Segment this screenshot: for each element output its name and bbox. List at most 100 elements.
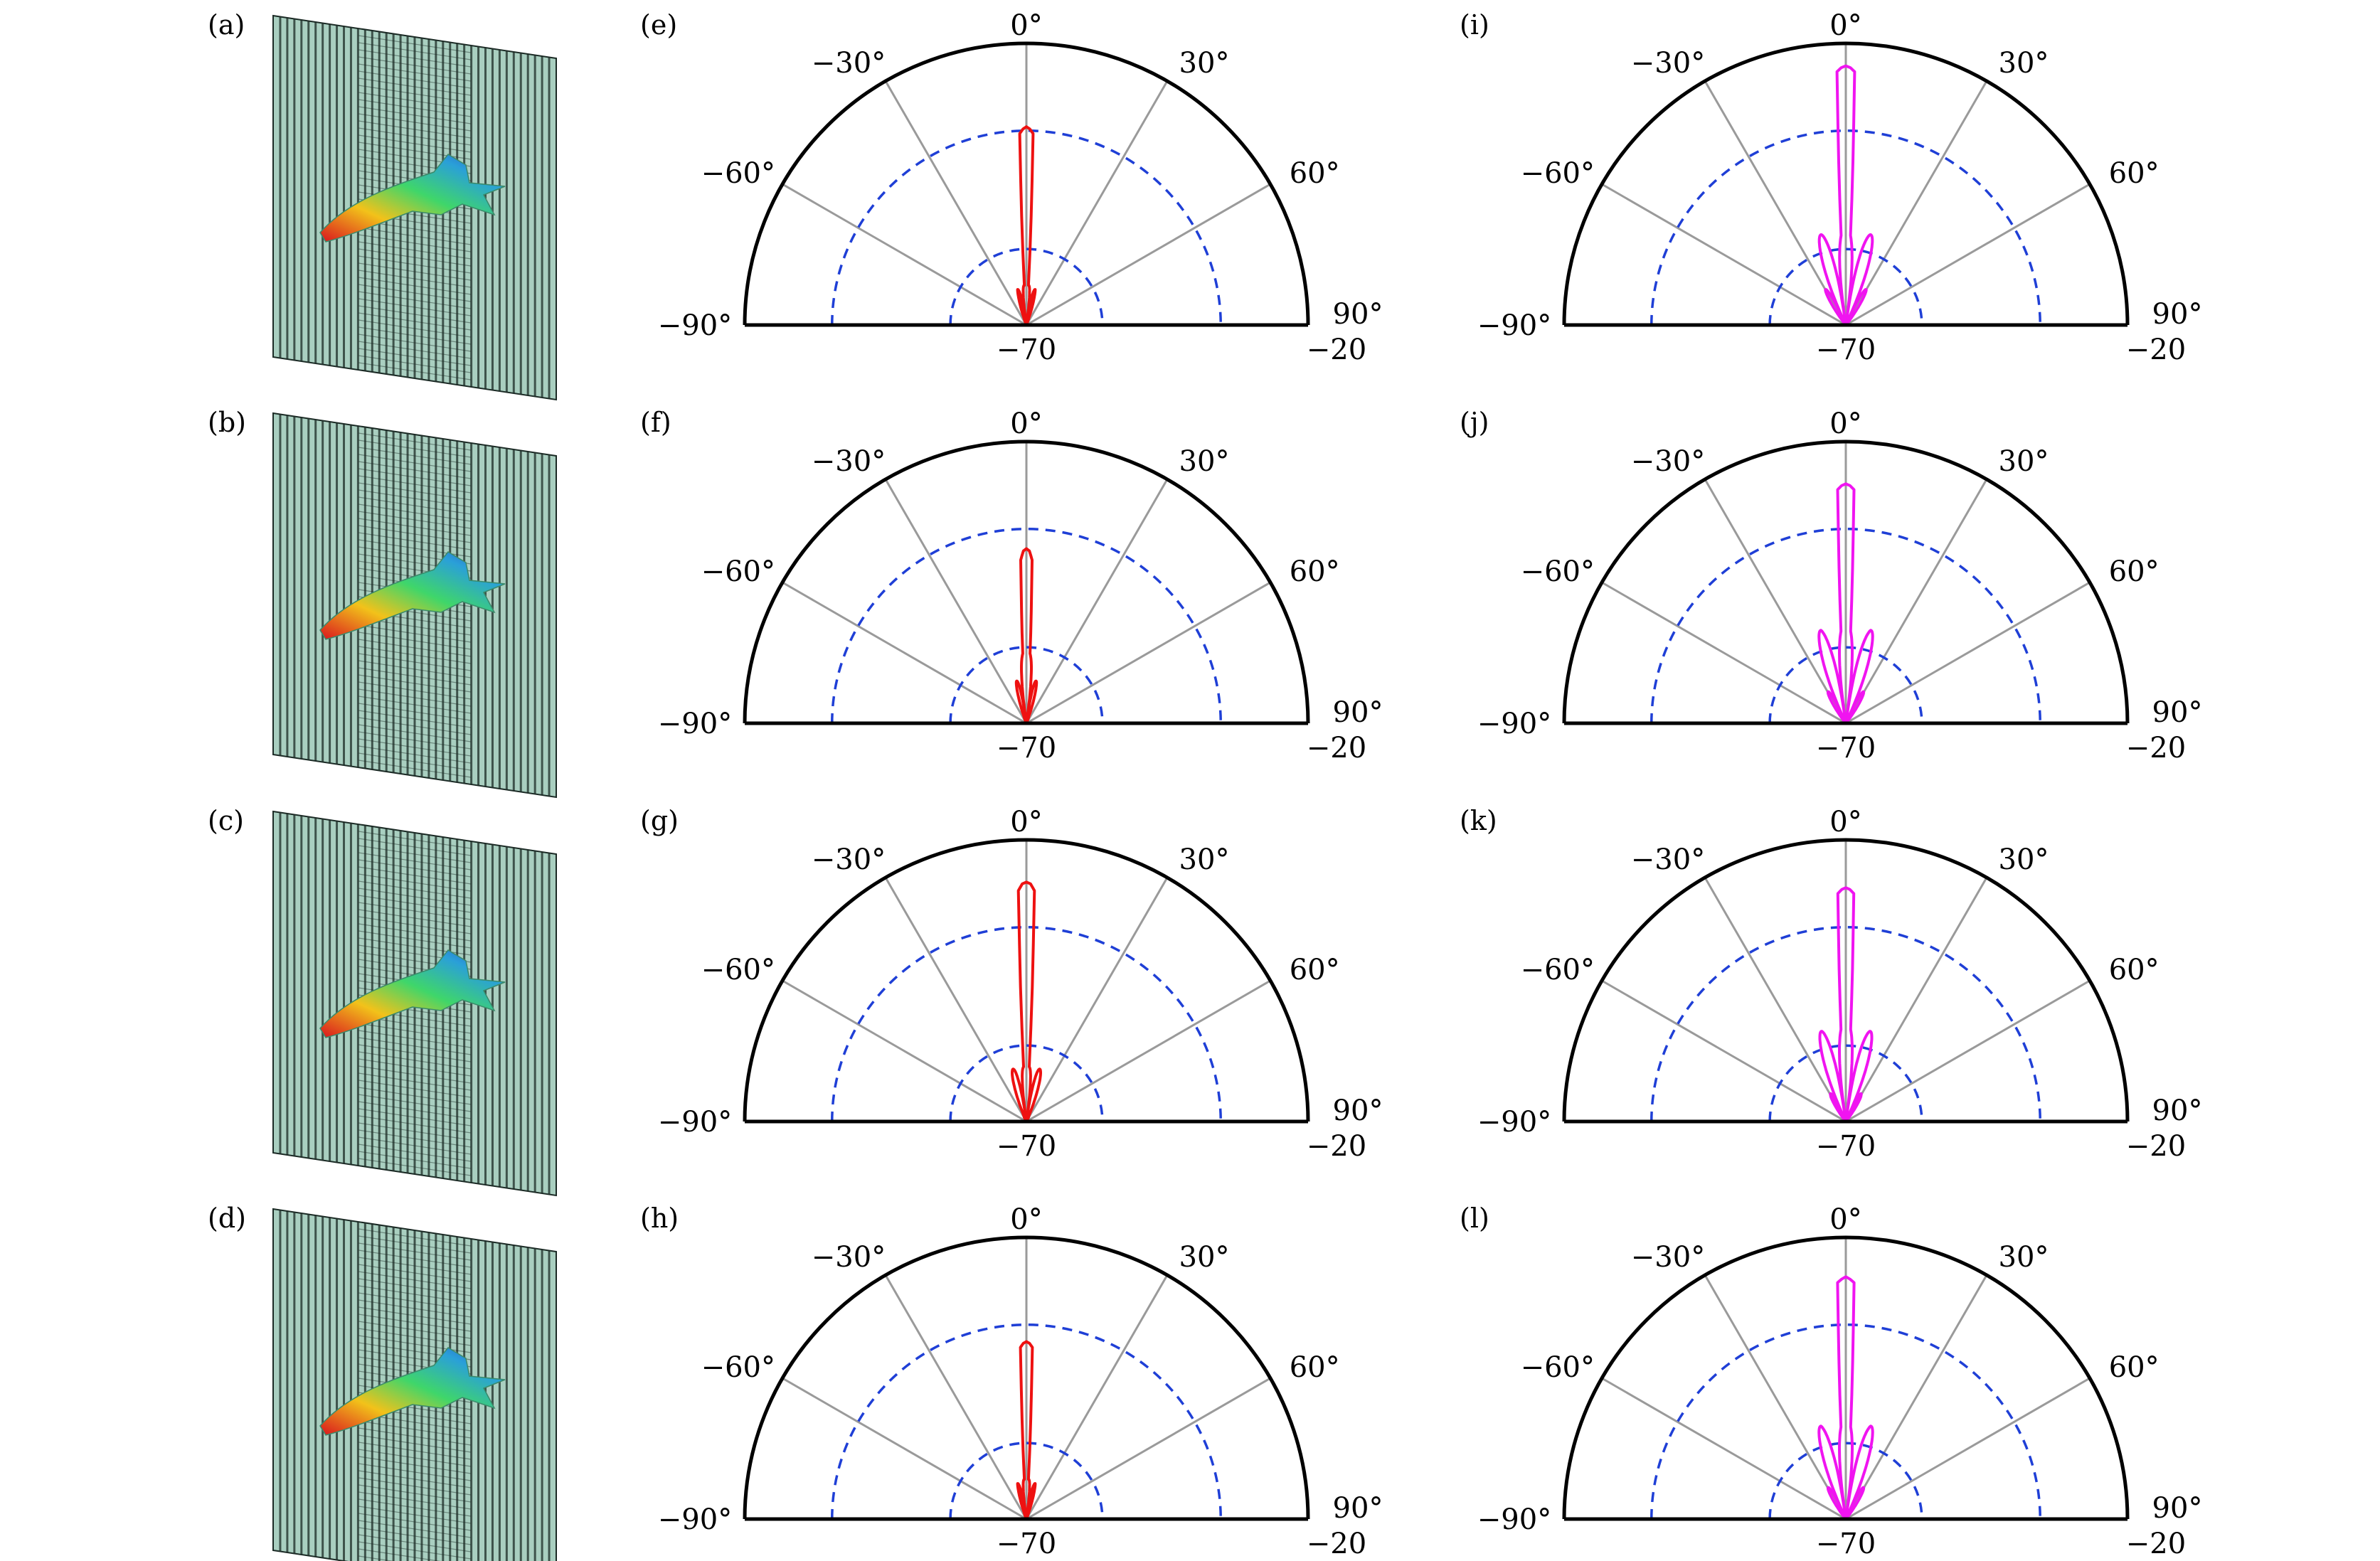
grid-row-line [358, 1278, 472, 1296]
grid-row-line [358, 1449, 472, 1467]
panel-label: (h) [640, 1203, 679, 1234]
reference-circle [831, 129, 1222, 326]
radial-tick-label: −70 [997, 334, 1056, 366]
grid-row-line [358, 1527, 472, 1545]
grid-row-line [358, 1427, 472, 1446]
radial-tick-label: −20 [2126, 732, 2186, 764]
spoke-line [1844, 479, 1988, 724]
grid-row-line [358, 120, 472, 139]
grid-row-line [358, 916, 472, 934]
grid-row-line [358, 248, 472, 267]
grid-row-line [358, 717, 472, 735]
grid-row-line [358, 653, 472, 671]
grid-row-line [358, 106, 472, 124]
spoke-line [1601, 979, 1847, 1123]
grid-row-line [358, 49, 472, 68]
grid-row-line [358, 1548, 441, 1561]
radial-tick-label: −20 [2126, 1130, 2186, 1163]
spoke-line [1026, 979, 1271, 1123]
angle-tick-label: 60° [2109, 1351, 2159, 1384]
grid-row-line [358, 731, 472, 750]
angle-tick-label: 90° [1333, 1094, 1383, 1127]
grid-row-line [358, 909, 472, 927]
spoke-line [884, 1274, 1028, 1520]
reference-circle [1768, 1044, 1923, 1122]
angle-tick-label: −90° [1477, 708, 1551, 740]
angle-tick-label: −90° [1477, 1503, 1551, 1536]
grid-row-line [358, 468, 472, 486]
spoke-line [1601, 581, 1847, 725]
angle-tick-label: 60° [1290, 555, 1340, 588]
grid-row-line [358, 1101, 472, 1119]
spoke-line [884, 80, 1028, 326]
outer-arc [743, 439, 1310, 724]
grid-row-line [358, 1129, 472, 1148]
grid-row-line [358, 1555, 395, 1561]
panel-label: (c) [208, 805, 244, 836]
angle-tick-label: 90° [2152, 1492, 2203, 1525]
grid-row-line [358, 1051, 472, 1070]
grid-row-line [358, 1235, 472, 1254]
radial-tick-label: −70 [997, 1130, 1056, 1163]
angle-tick-label: −30° [812, 47, 886, 80]
grid-row-line [358, 1271, 472, 1289]
spoke-line [782, 1377, 1027, 1520]
grid-row-line [358, 696, 472, 714]
spoke-line [884, 479, 1028, 724]
grid-row-line [358, 1037, 472, 1055]
grid-row-line [358, 688, 472, 707]
grid-row-line [358, 326, 472, 345]
angle-tick-label: −60° [1521, 954, 1595, 986]
spoke-line [1026, 183, 1271, 326]
spoke-line [1844, 80, 1988, 326]
radial-tick-label: −20 [2126, 334, 2186, 366]
angle-tick-label: −90° [658, 309, 732, 342]
grid-row-line [358, 1094, 472, 1112]
spoke-line [782, 581, 1027, 725]
grid-row-line [358, 1065, 472, 1084]
outer-arc [1562, 41, 2130, 326]
pattern-curve [1818, 886, 1874, 1123]
grid-row-line [358, 1257, 472, 1275]
spoke-line [782, 979, 1027, 1123]
angle-tick-label: 0° [1010, 1203, 1042, 1236]
grid-row-line [358, 1228, 472, 1247]
grid-row-line [358, 1328, 472, 1346]
grid-row-line [358, 639, 472, 657]
angle-tick-label: 60° [2109, 954, 2159, 986]
grid-row-line [358, 660, 472, 678]
angle-tick-label: 30° [1999, 47, 2049, 80]
angle-tick-label: −30° [812, 1241, 886, 1274]
grid-row-line [358, 1080, 472, 1098]
angle-tick-label: −60° [701, 555, 775, 588]
pattern-curve [1817, 64, 1874, 326]
grid-row-line [358, 667, 472, 686]
grid-row-line [358, 1122, 472, 1141]
reference-circle [949, 247, 1104, 326]
pattern-curve [1016, 125, 1037, 326]
grid-row-line [358, 1072, 472, 1091]
spoke-line [1026, 1377, 1271, 1520]
grid-row-line [358, 1442, 472, 1460]
grid-row-line [358, 745, 472, 764]
spoke-line [1704, 479, 1847, 724]
angle-tick-label: 0° [1010, 9, 1042, 42]
grid-row-line [358, 852, 472, 870]
grid-row-line [358, 895, 472, 913]
grid-row-line [358, 227, 472, 245]
spoke-line [1845, 581, 2091, 725]
metasurface-grid [279, 16, 551, 399]
radial-tick-label: −70 [1816, 732, 1876, 764]
polar-chart-e: (e) −90° −60° −30° 0° 30° 60° 90° −70 −20 [640, 9, 1383, 366]
grid-row-line [358, 56, 472, 75]
reference-circle [831, 528, 1222, 724]
grid-row-line [358, 1030, 472, 1048]
reference-circle [1650, 1323, 2041, 1520]
grid-row-line [358, 482, 472, 501]
grid-row-line [358, 1151, 472, 1169]
angle-tick-label: −60° [701, 157, 775, 190]
pattern-curve [1817, 482, 1874, 725]
reference-circle [949, 646, 1104, 724]
radial-tick-label: −20 [1307, 1130, 1366, 1163]
grid-row-line [358, 42, 472, 60]
